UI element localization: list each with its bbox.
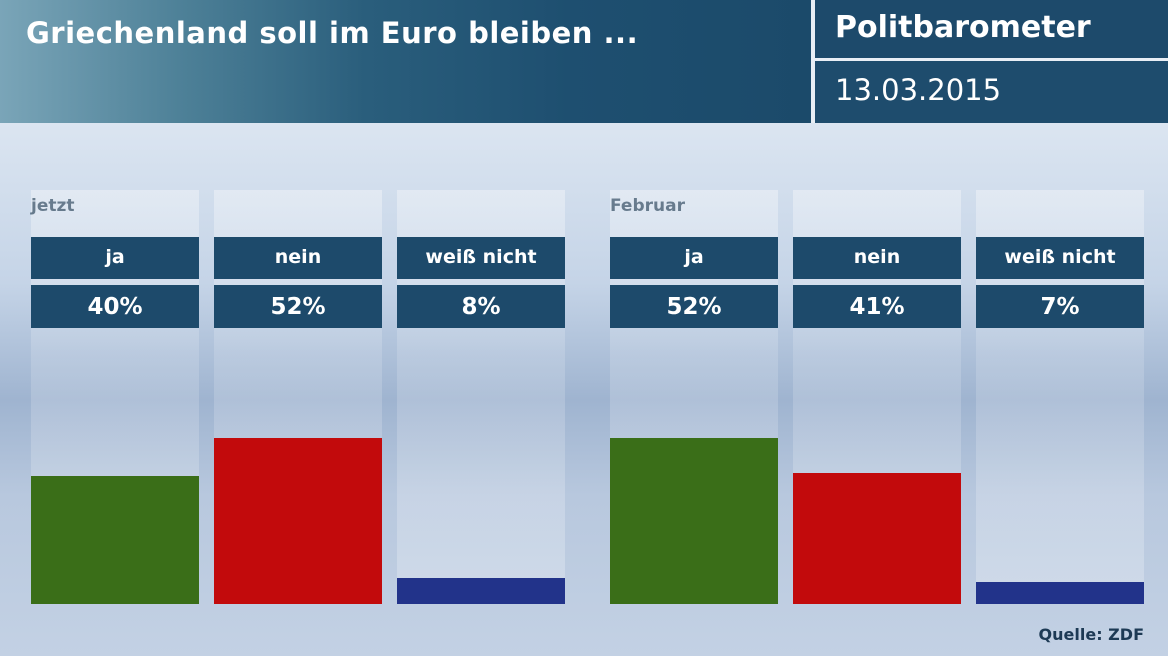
group-label: jetzt xyxy=(31,196,75,216)
category-label: nein xyxy=(793,237,961,279)
value-label: 41% xyxy=(793,285,961,328)
source-label: Quelle: ZDF xyxy=(1038,625,1144,644)
value-label: 40% xyxy=(31,285,199,328)
value-label: 8% xyxy=(397,285,565,328)
header-divider-horizontal xyxy=(815,58,1168,61)
category-label: ja xyxy=(610,237,778,279)
header-divider-vertical xyxy=(811,0,815,123)
brand-panel: Politbarometer xyxy=(815,0,1168,58)
bar-februar-nein xyxy=(793,473,961,604)
brand-label: Politbarometer xyxy=(835,10,1091,45)
title-panel: Griechenland soll im Euro bleiben ... xyxy=(0,0,811,123)
date-panel: 13.03.2015 xyxy=(815,61,1168,123)
chart-title: Griechenland soll im Euro bleiben ... xyxy=(26,16,639,50)
value-label: 52% xyxy=(610,285,778,328)
header: Griechenland soll im Euro bleiben ... Po… xyxy=(0,0,1168,123)
category-label: weiß nicht xyxy=(976,237,1144,279)
category-label: ja xyxy=(31,237,199,279)
bar-jetzt-nein xyxy=(214,438,382,604)
value-label: 52% xyxy=(214,285,382,328)
bar-februar-weiß-nicht xyxy=(976,582,1144,604)
bar-jetzt-weiß-nicht xyxy=(397,578,565,604)
date-label: 13.03.2015 xyxy=(835,73,1002,107)
category-label: nein xyxy=(214,237,382,279)
category-label: weiß nicht xyxy=(397,237,565,279)
bar-februar-ja xyxy=(610,438,778,604)
value-label: 7% xyxy=(976,285,1144,328)
bar-jetzt-ja xyxy=(31,476,199,604)
group-label: Februar xyxy=(610,196,685,216)
